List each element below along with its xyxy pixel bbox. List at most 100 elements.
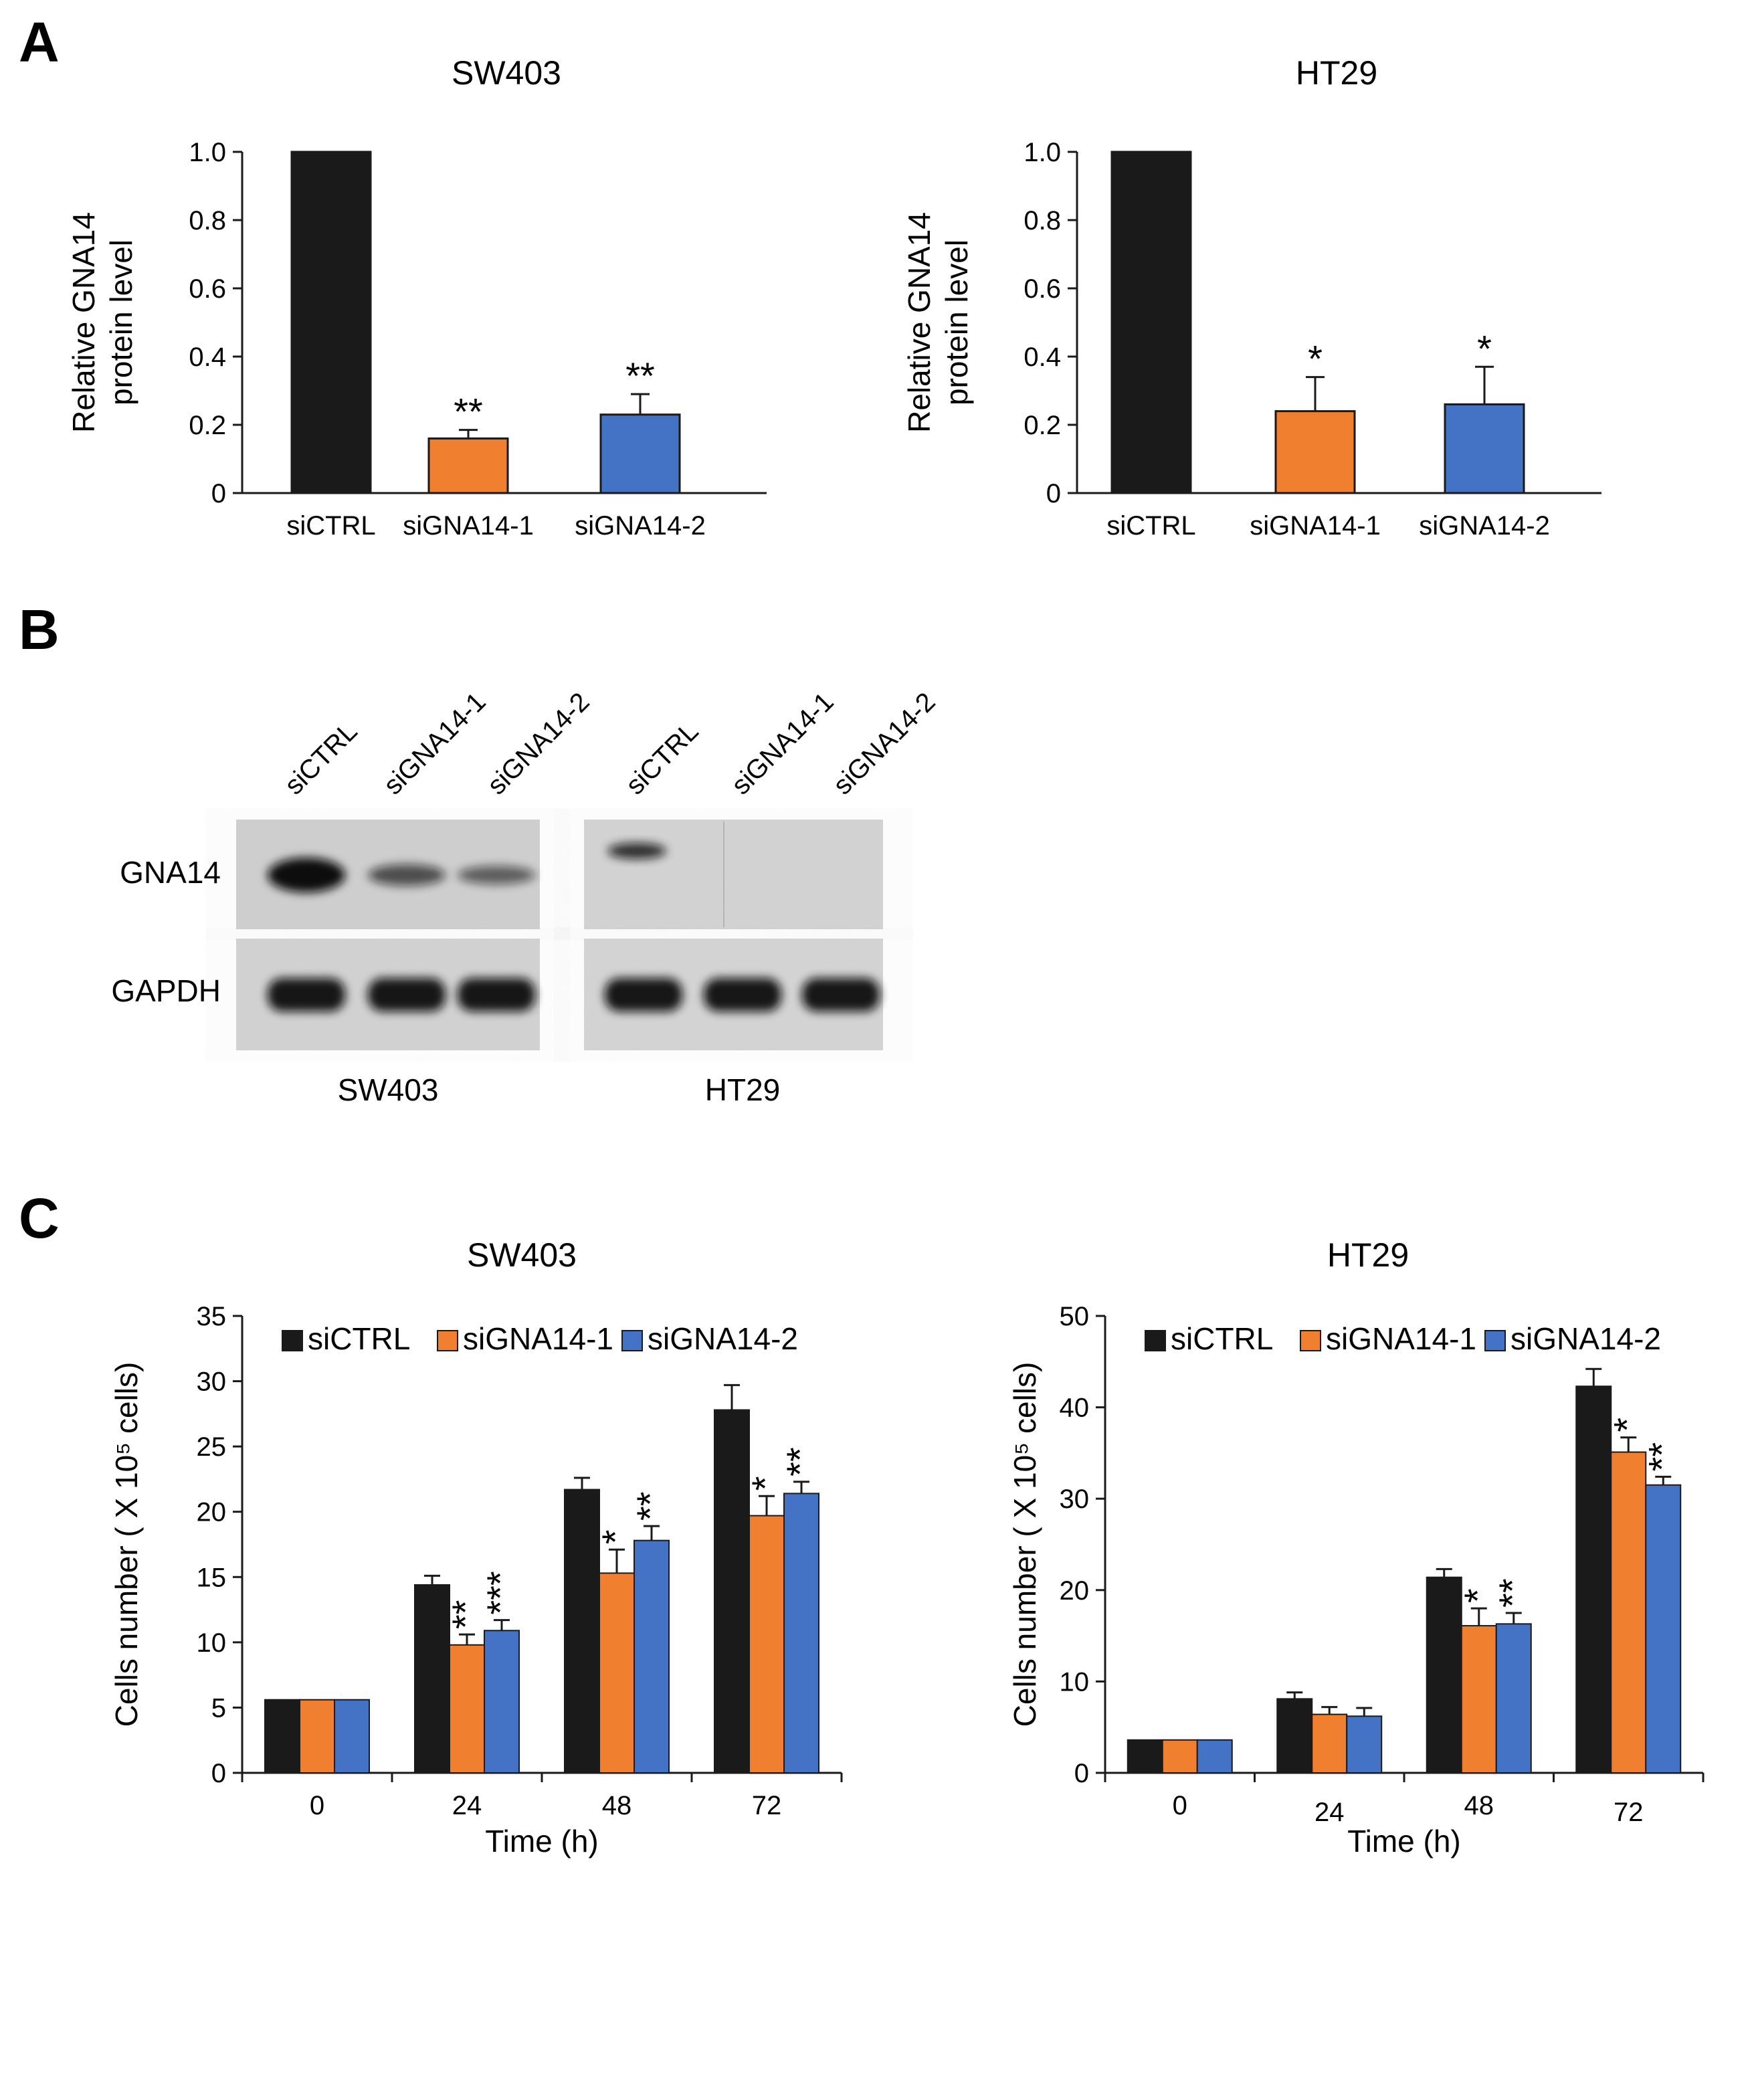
y-tick-label: 1.0 [189,138,226,167]
y-tick-label: 30 [197,1367,227,1397]
y-tick-label: 20 [197,1498,227,1527]
y-tick-label: 0 [1074,1759,1089,1788]
legend-swatch [1300,1330,1321,1351]
y-tick-label: 0.4 [189,343,226,372]
y-tick-label: 15 [197,1563,227,1592]
x-tick-label: siCTRL [286,511,375,541]
legend-label: siGNA14-2 [1511,1321,1661,1356]
bar [634,1539,670,1774]
significance-marker: ** [1491,1578,1533,1608]
x-tick-label: 48 [1464,1791,1494,1820]
x-tick-label: siGNA14-1 [403,511,534,541]
blot-row-label-gapdh: GAPDH [111,973,221,1008]
bar [1196,1739,1233,1774]
x-tick-label: 72 [752,1791,782,1820]
bar [414,1584,450,1774]
blot-row-label-gna14: GNA14 [120,855,221,890]
chart-title: SW403 [452,54,561,92]
gna14-band [607,843,666,859]
y-tick-label: 10 [1060,1667,1090,1697]
bar [1610,1451,1647,1774]
y-tick-label: 1.0 [1024,138,1061,167]
bar [449,1644,485,1774]
bar [1346,1715,1383,1774]
x-axis-label: Time (h) [1347,1824,1461,1858]
panel-letter-b: B [19,598,60,661]
blot-lane-label: siCTRL [620,717,704,800]
chart-a-ht29: HT29 0 0.2 0.4 0.6 0.8 1.0 Relative GNA14protei… [902,54,1601,541]
significance-marker: ** [779,1447,821,1476]
x-tick-label: siCTRL [1106,511,1195,541]
x-tick-label: 24 [1315,1798,1345,1827]
y-tick-label: 0.2 [1024,411,1061,440]
bar [599,1572,635,1774]
bar [749,1515,785,1774]
bar [714,1409,750,1774]
y-tick-label: 0.6 [1024,274,1061,304]
bar [334,1699,370,1774]
y-tick-label: 25 [197,1432,227,1462]
significance-marker: * [1605,1418,1648,1432]
western-blot: siCTRL siGNA14-1 siGNA14-2 siCTRL siGNA1… [111,687,941,1107]
x-tick-label: 48 [602,1791,632,1820]
blot-bands [268,843,880,1012]
x-tick-label: siGNA14-2 [1419,511,1550,541]
y-tick-label: 0.4 [1024,343,1061,372]
x-axis-label: Time (h) [485,1824,599,1858]
chart-title: SW403 [467,1236,577,1274]
y-axis-label: Relative GNA14protein level [66,212,138,433]
chart-a-sw403: SW403 0 0.2 0.4 0.6 0.8 1.0 Relative GNA14prote… [66,54,767,541]
y-axis-label-line: Relative GNA14 [66,212,101,433]
gna14-band [268,858,345,892]
bar [783,1493,819,1774]
bar [1426,1576,1462,1774]
y-tick-label: 0.8 [1024,206,1061,235]
significance-marker: ** [1640,1442,1682,1472]
significance-marker: * [1477,327,1492,369]
legend-swatch [621,1330,643,1351]
x-tick-label: 72 [1614,1798,1644,1827]
y-tick-label: 0.6 [189,274,226,304]
blot-lane-label: siGNA14-1 [726,687,839,800]
bar [1161,1739,1198,1774]
y-tick-label: 0 [211,1759,226,1788]
bar [1495,1623,1532,1774]
legend-label: siGNA14-1 [1326,1321,1476,1356]
y-axis-label: Relative GNA14protein level [902,212,974,433]
y-axis-label-line: protein level [939,240,974,405]
significance-marker: * [744,1476,786,1491]
bar [1274,410,1356,494]
bar [599,413,681,494]
gapdh-band [605,978,682,1012]
gapdh-band [368,978,446,1012]
bar [427,437,509,494]
significance-marker: * [594,1530,636,1545]
bar [1311,1713,1348,1774]
blot-lane-label: siGNA14-2 [828,687,941,800]
bar [1127,1739,1163,1774]
bar [1276,1698,1313,1774]
significance-marker: ** [629,1492,671,1521]
significance-marker: * [1308,338,1323,380]
y-tick-label: 0 [1046,479,1061,508]
x-tick-label: 0 [1173,1791,1187,1820]
bar [1110,151,1192,494]
legend-label: siCTRL [308,1321,410,1356]
legend-swatch [1145,1330,1166,1351]
legend-label: siGNA14-1 [463,1321,613,1356]
y-tick-label: 0 [211,479,226,508]
blot-cell-line-ht29: HT29 [705,1072,780,1107]
gapdh-band [458,978,535,1012]
chart-c-ht29: HT29 0 10 20 30 40 50 Cells number ( X 10⁵ cell… [1007,1236,1705,1858]
bar [484,1630,520,1774]
x-tick-label: 24 [452,1791,482,1820]
y-tick-label: 0.2 [189,411,226,440]
bar [1645,1484,1682,1774]
y-tick-label: 5 [211,1693,226,1723]
legend-swatch [437,1330,458,1351]
significance-marker: ** [454,391,483,433]
significance-marker: *** [479,1571,521,1614]
significance-marker: * [1456,1588,1498,1603]
blot-lane-label: siGNA14-1 [378,687,491,800]
x-tick-label: siGNA14-1 [1250,511,1381,541]
